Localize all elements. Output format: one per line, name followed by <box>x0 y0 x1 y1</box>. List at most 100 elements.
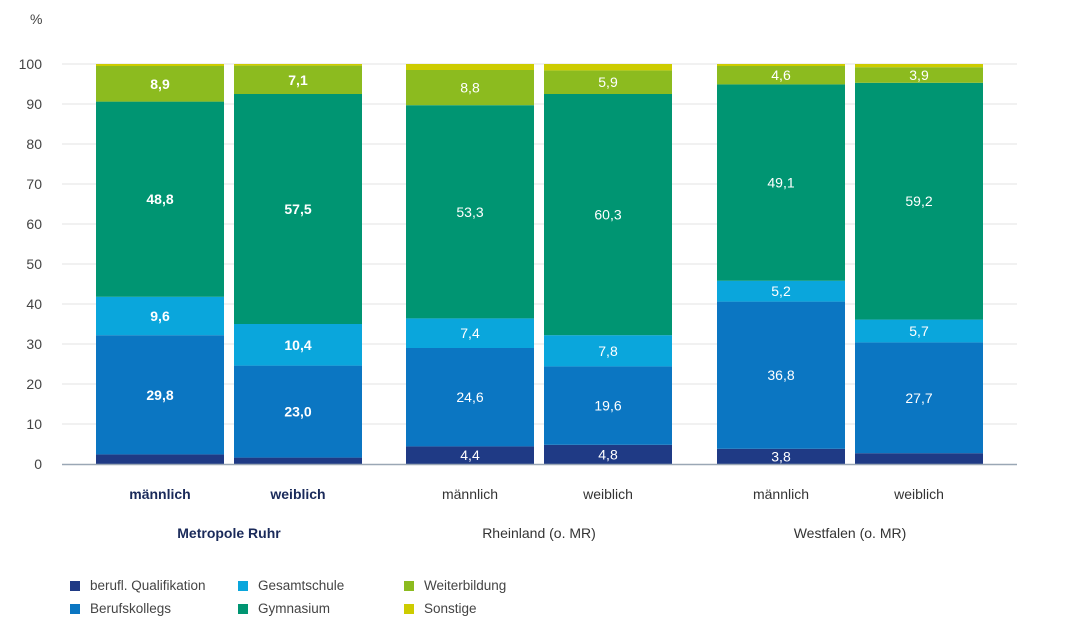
bar-segment <box>96 296 224 336</box>
data-label: 4,6 <box>771 67 791 83</box>
data-label: 7,8 <box>598 343 618 359</box>
y-tick-label: 80 <box>26 136 42 152</box>
bar-segment <box>406 64 534 70</box>
data-label: 27,7 <box>905 390 932 406</box>
data-label: 60,3 <box>594 207 621 223</box>
data-label: 59,2 <box>905 193 932 209</box>
bar-segment <box>234 65 362 94</box>
bar-category-label: männlich <box>129 486 190 502</box>
bar-segment <box>234 324 362 366</box>
bar-category-label: weiblich <box>893 486 944 502</box>
legend-swatch <box>70 604 80 614</box>
bar-segment <box>855 67 983 83</box>
data-label: 29,8 <box>146 387 173 403</box>
legend-swatch <box>238 604 248 614</box>
data-label: 36,8 <box>767 367 794 383</box>
legend-item: Gesamtschule <box>238 578 344 593</box>
legend-swatch <box>70 581 80 591</box>
legend-label: Berufskollegs <box>90 601 172 616</box>
bar: 23,0 10,4 57,5 7,1 <box>234 64 362 464</box>
data-label: 5,2 <box>771 283 791 299</box>
bar-segment <box>717 64 845 66</box>
data-label: 19,6 <box>594 398 621 414</box>
legend-label: Gesamtschule <box>258 578 345 593</box>
data-label: 3,9 <box>909 67 929 83</box>
data-label: 5,7 <box>909 323 929 339</box>
data-label: 8,9 <box>150 76 170 92</box>
bar-segment <box>717 301 845 449</box>
category-labels: männlich weiblich Metropole Ruhr männlich we… <box>129 486 944 541</box>
data-label: 48,8 <box>146 191 173 207</box>
legend-label: Weiterbildung <box>424 578 507 593</box>
group-label: Westfalen (o. MR) <box>794 525 907 541</box>
y-tick-label: 70 <box>26 176 42 192</box>
legend-item: Gymnasium <box>238 601 330 616</box>
bar-segment <box>234 94 362 324</box>
bar-segment <box>544 64 672 71</box>
data-label: 4,8 <box>598 446 618 462</box>
bar-segment <box>96 454 224 464</box>
data-label: 9,6 <box>150 308 170 324</box>
bar: 29,8 9,6 48,8 8,9 <box>96 64 224 464</box>
legend-label: Sonstige <box>424 601 477 616</box>
legend-swatch <box>238 581 248 591</box>
data-label: 10,4 <box>284 337 311 353</box>
data-label: 49,1 <box>767 175 794 191</box>
bar: 3,8 36,8 5,2 49,1 4,6 <box>717 64 845 464</box>
bar-segment <box>234 64 362 66</box>
bars: 29,8 9,6 48,8 8,9 23,0 10,4 57,5 7,1 4,4 24,6 7,4 5… <box>96 64 983 464</box>
bar-segment <box>544 335 672 367</box>
data-label: 57,5 <box>284 201 311 217</box>
bar-segment <box>717 448 845 464</box>
bar: 4,8 19,6 7,8 60,3 5,9 <box>544 64 672 464</box>
legend-item: Weiterbildung <box>404 578 506 593</box>
y-tick-label: 10 <box>26 416 42 432</box>
bar-segment <box>717 84 845 281</box>
bar: 27,7 5,7 59,2 3,9 <box>855 64 983 464</box>
legend-label: Gymnasium <box>258 601 331 616</box>
y-tick-label: 100 <box>19 56 43 72</box>
data-label: 23,0 <box>284 404 311 420</box>
bar-segment <box>855 82 983 320</box>
y-tick-label: 60 <box>26 216 42 232</box>
bar-segment <box>234 365 362 458</box>
data-label: 8,8 <box>460 80 480 96</box>
bar-segment <box>406 70 534 106</box>
legend-label: berufl. Qualifikation <box>90 578 206 593</box>
group-label: Metropole Ruhr <box>177 525 281 541</box>
bar-category-label: weiblich <box>582 486 633 502</box>
bar-segment <box>544 444 672 464</box>
data-label: 53,3 <box>456 204 483 220</box>
y-tick-label: 90 <box>26 96 42 112</box>
legend-swatch <box>404 581 414 591</box>
bar: 4,4 24,6 7,4 53,3 8,8 <box>406 64 534 464</box>
bar-category-label: männlich <box>442 486 498 502</box>
legend-item: Sonstige <box>404 601 477 616</box>
bar-segment <box>406 105 534 319</box>
bar-segment <box>855 453 983 464</box>
bar-segment <box>717 66 845 85</box>
bar-segment <box>406 318 534 348</box>
bar-segment <box>544 366 672 445</box>
group-label: Rheinland (o. MR) <box>482 525 596 541</box>
bar-segment <box>717 280 845 302</box>
data-label: 5,9 <box>598 74 618 90</box>
data-label: 7,4 <box>460 325 480 341</box>
bar-segment <box>96 335 224 455</box>
bar-category-label: männlich <box>753 486 809 502</box>
y-axis-ticks: 0 10 20 30 40 50 60 70 80 90 100 <box>19 56 43 472</box>
data-label: 24,6 <box>456 389 483 405</box>
bar-segment <box>96 64 224 66</box>
y-tick-label: 30 <box>26 336 42 352</box>
bar-segment <box>234 457 362 464</box>
y-tick-label: 50 <box>26 256 42 272</box>
y-tick-label: 0 <box>34 456 42 472</box>
bar-category-label: weiblich <box>269 486 325 502</box>
data-label: 7,1 <box>288 72 308 88</box>
legend-swatch <box>404 604 414 614</box>
bar-segment <box>406 348 534 447</box>
bar-segment <box>406 446 534 464</box>
bar-segment <box>855 64 983 68</box>
bar-segment <box>544 70 672 94</box>
bar-segment <box>855 319 983 343</box>
